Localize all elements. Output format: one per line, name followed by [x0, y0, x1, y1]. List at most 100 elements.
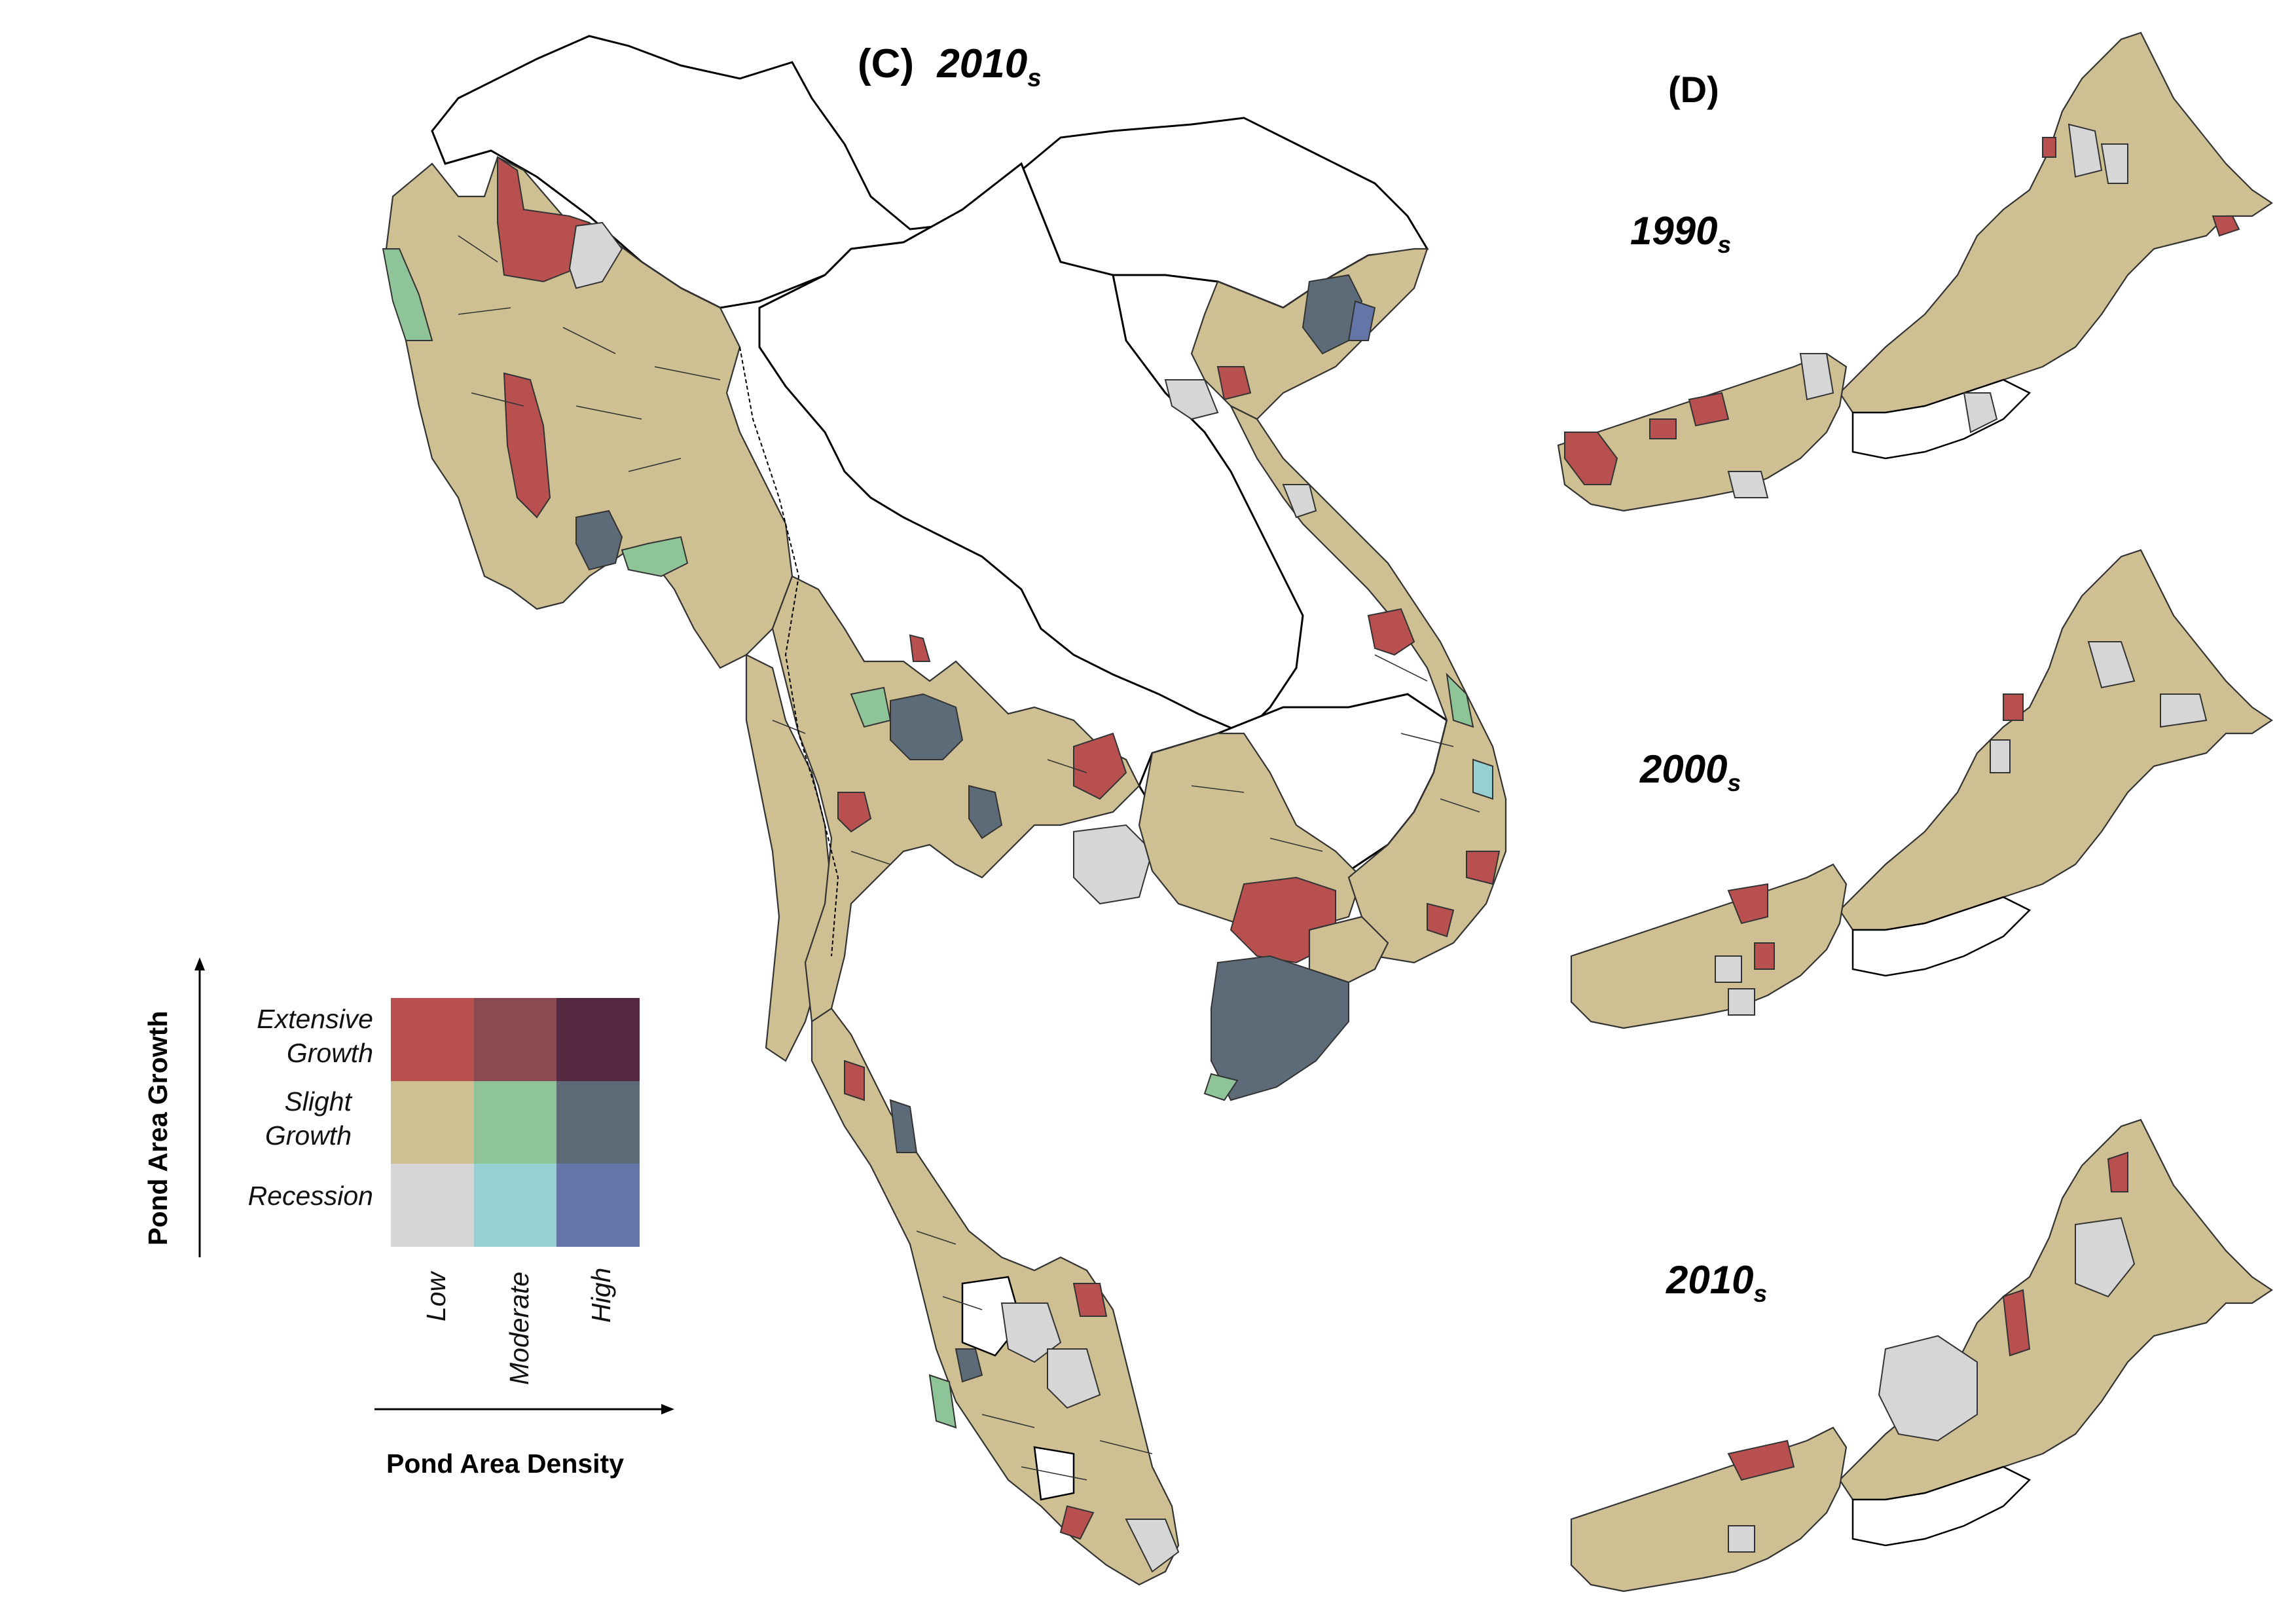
cambodia-west-gray [1073, 824, 1154, 905]
borneo-red-2000s [2003, 693, 2024, 721]
myanmar-north-gray [568, 221, 623, 289]
legend-col-low: Low [421, 1272, 451, 1321]
panel-c-label: (C) [858, 41, 915, 86]
borneo-red-1990s [2212, 215, 2240, 237]
vietnam-south-red-1 [1466, 851, 1501, 885]
x-arrow-head [661, 1404, 674, 1414]
thailand-west-red [837, 792, 872, 833]
legend-swatch-recession-high [556, 1164, 640, 1247]
panel-d-map-2000s [1570, 549, 2273, 1029]
peninsula-south-gray [1125, 1519, 1180, 1573]
mekong-delta-land [1308, 915, 1389, 984]
borneo-white-2010s [1851, 1466, 2032, 1547]
borneo-gray-b-1990s [2068, 123, 2103, 178]
borneo-red-north-1990s [2042, 137, 2056, 158]
legend-col-high: High [586, 1267, 616, 1323]
pen-red-a-1990s [1564, 432, 1618, 485]
vietnam-central-gray [1282, 484, 1317, 519]
vietnam-central [1229, 404, 1507, 964]
thailand-region [771, 575, 1140, 1023]
admin-boundaries [458, 235, 1480, 1481]
decade-label-2010s: 2010s [1666, 1258, 1768, 1308]
pen-red-b-2000s [1754, 942, 1775, 970]
pen-gray-2000s [1715, 955, 1742, 983]
pen-red-2010s [1727, 1439, 1795, 1481]
panel-c-decade: 2010s [937, 41, 1042, 92]
panel-c-map [382, 35, 1507, 1586]
legend-swatch-extensive-growth-moderate [473, 998, 557, 1081]
thailand-north-red [909, 634, 931, 662]
peninsula-gray-2 [1047, 1348, 1101, 1409]
borneo-red-north-2010s [2107, 1151, 2128, 1192]
legend-row-recession: Recession [247, 1181, 373, 1211]
vietnam-south-red-2 [1427, 902, 1455, 938]
borneo-gray-c-1990s [2100, 143, 2128, 184]
panel-d-label: (D) [1668, 69, 1719, 110]
borneo-gray-a-2000s [1990, 739, 2011, 773]
laos-outline [758, 162, 1304, 735]
legend-swatch-recession-moderate [473, 1164, 557, 1247]
borneo-gray-east-2010s [2075, 1217, 2136, 1298]
legend-row-slight-growth: Slight Growth [264, 1086, 352, 1151]
panel-d-map-1990s [1557, 31, 2273, 512]
bangkok-dark-cluster [890, 693, 964, 760]
pen-red-c-1990s [1688, 392, 1730, 427]
pen-gray-2010s [1728, 1525, 1755, 1553]
thailand-mid-green [850, 686, 892, 728]
borneo-red-2010s [2002, 1289, 2031, 1357]
legend-x-title: Pond Area Density [386, 1449, 625, 1479]
mekong-delta-dark [1211, 955, 1349, 1101]
legend-col-moderate: Moderate [504, 1271, 534, 1385]
borneo-white-2000s [1851, 896, 2032, 977]
pen-gray-1990s [1799, 353, 1834, 401]
bivariate-legend-grid [391, 998, 640, 1247]
peninsula-red-north [844, 1060, 865, 1101]
vietnam-central-red [1367, 608, 1415, 656]
china-outline [431, 35, 1429, 309]
myanmar-delta-green [621, 536, 689, 578]
borneo-gray-a-1990s [1963, 392, 1998, 434]
myanmar-west-coast [382, 248, 433, 341]
legend-row-extensive-growth: Extensive Growth [257, 1004, 373, 1068]
pen-land-2000s [1570, 863, 1848, 1029]
vietnam-north-gray [1164, 379, 1219, 420]
legend-swatch-recession-low [391, 1164, 474, 1247]
mekong-delta-green [1203, 1073, 1239, 1101]
legend-axes [194, 957, 674, 1414]
decade-label-2000s: 2000s [1640, 747, 1741, 797]
legend-swatch-slight-growth-moderate [473, 1080, 557, 1164]
panel-d-map-2010s [1570, 1118, 2273, 1593]
peninsula-red-1 [1072, 1283, 1108, 1317]
legend-swatch-extensive-growth-high [556, 998, 640, 1081]
myanmar-west-red [503, 372, 551, 519]
borneo-land-2000s [1838, 549, 2273, 931]
peninsula-dark [955, 1348, 983, 1383]
pen-land-2010s [1570, 1426, 1848, 1593]
cambodia-red-1 [1073, 732, 1127, 800]
legend-swatch-extensive-growth-low [391, 998, 474, 1081]
vietnam-coast-cyan [1472, 758, 1493, 800]
pen-gray-south-1990s [1727, 471, 1769, 498]
legend-swatch-slight-growth-low [391, 1080, 474, 1164]
pen-gray-south-2000s [1728, 988, 1755, 1016]
panel-d-title: (D) [1668, 68, 1719, 111]
borneo-land-2010s [1838, 1118, 2273, 1501]
peninsula-green-coast [928, 1374, 957, 1429]
myanmar-delta-dark [575, 509, 623, 571]
myanmar-thai-border [739, 346, 839, 957]
panel-c-title: (C) 2010s [858, 41, 1042, 92]
legend-y-title: Pond Area Growth [143, 1010, 173, 1246]
borneo-gray-c-2000s [2160, 693, 2208, 728]
peninsula-dark-north [889, 1099, 918, 1153]
peninsula-red-2 [1059, 1505, 1095, 1540]
pen-red-a-2000s [1727, 883, 1768, 925]
red-river-delta-blue [1347, 300, 1376, 341]
borneo-gray-b-2000s [2087, 641, 2136, 689]
vietnam-coast-green [1446, 673, 1474, 728]
borneo-land-1990s [1838, 31, 2273, 414]
pen-red-b-1990s [1649, 418, 1677, 439]
decade-label-1990s: 1990s [1630, 209, 1732, 259]
vietnam-north-red [1216, 366, 1252, 401]
legend-swatch-slight-growth-high [556, 1080, 640, 1164]
